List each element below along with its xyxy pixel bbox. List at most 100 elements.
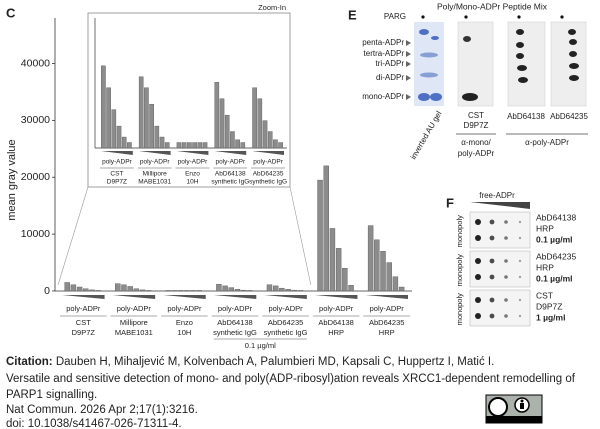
- group-label: Enzo: [185, 171, 200, 178]
- row-axis-label: mono: [455, 307, 464, 326]
- bar: [127, 286, 133, 292]
- blot-dot: [489, 274, 495, 280]
- treatment-label: poly-ADPr: [167, 304, 202, 313]
- bar: [121, 284, 127, 292]
- bar: [149, 103, 154, 149]
- parg-label: PARG: [384, 12, 406, 21]
- inset-title: Zoom-In: [258, 3, 286, 12]
- bar: [187, 142, 192, 149]
- bar: [273, 139, 278, 149]
- row-axis-label: poly: [455, 254, 464, 268]
- row-axis-label: poly: [455, 293, 464, 307]
- citation-label: Citation:: [6, 356, 53, 368]
- ladder-arrow: [406, 75, 411, 81]
- blot-dot: [518, 314, 522, 318]
- y-tick-label: 40000: [21, 57, 50, 69]
- bar: [342, 268, 348, 292]
- row-label: D9P7Z: [536, 301, 562, 311]
- blot-bands: [516, 29, 528, 83]
- bar: [139, 289, 146, 292]
- row-label: HRP: [536, 262, 554, 272]
- parg-dots: [421, 15, 564, 19]
- ladder-arrow: [406, 51, 411, 57]
- bar: [214, 82, 220, 149]
- blot-dot: [504, 259, 508, 263]
- blot-dot: [518, 236, 522, 240]
- dilution-wedge: [365, 295, 408, 299]
- group-label: 10H: [178, 328, 192, 337]
- bar: [392, 276, 399, 292]
- treatment-label: poly-ADPr: [102, 159, 132, 166]
- blot-dot: [518, 220, 522, 224]
- dilution-wedge: [163, 295, 206, 299]
- bar: [83, 288, 89, 292]
- bar: [240, 289, 247, 292]
- dilution-wedge: [314, 295, 358, 299]
- blot-lane: [457, 21, 494, 107]
- row-label: CST: [536, 290, 553, 300]
- bar: [262, 120, 268, 149]
- cc-badge: [485, 394, 543, 424]
- bar: [297, 290, 304, 292]
- bar: [101, 65, 106, 149]
- dilution-wedge: [176, 151, 209, 155]
- treatment-label: poly-ADPr: [215, 159, 245, 166]
- dilution-wedge: [470, 202, 530, 209]
- dilution-wedge: [252, 151, 284, 155]
- dilution-wedge: [264, 295, 307, 299]
- row-axis-label: poly: [455, 215, 464, 229]
- zoom-line: [57, 186, 89, 286]
- citation: Citation: Dauben H, Mihaljević M, Kolven…: [6, 356, 494, 368]
- blot-dot: [489, 297, 495, 303]
- bar: [116, 125, 122, 149]
- group-label: MABE1031: [115, 328, 153, 337]
- bar: [228, 287, 235, 292]
- blot-dot: [504, 275, 508, 279]
- blot-dot: [489, 219, 495, 225]
- lane-label: D9P7Z: [464, 121, 489, 130]
- group-label: MABE1031: [138, 179, 171, 186]
- bar: [252, 87, 257, 149]
- bar: [138, 76, 144, 149]
- bar: [224, 114, 230, 149]
- row-label: HRP: [536, 223, 554, 233]
- citation-authors: Dauben H, Mihaljević M, Kolvenbach A, Pa…: [56, 356, 494, 368]
- group-label: 10H: [187, 179, 199, 186]
- ladder-label: di-ADPr: [376, 73, 404, 82]
- group-label: AbD64138: [215, 171, 246, 178]
- bar: [159, 136, 165, 149]
- group-label: AbD64138: [318, 318, 353, 327]
- row-axis-label: mono: [455, 229, 464, 248]
- y-axis-label: mean gray value: [6, 139, 18, 220]
- dot-blot: [469, 250, 531, 288]
- treatment-label: poly-ADPr: [218, 304, 253, 313]
- bar: [146, 290, 152, 292]
- bar: [230, 131, 235, 149]
- group-label: synthetic IgG: [211, 179, 249, 186]
- bar: [335, 248, 342, 292]
- bar: [285, 289, 291, 292]
- row-label: 1 µg/ml: [536, 312, 565, 322]
- bar: [178, 290, 184, 292]
- bar: [64, 282, 70, 292]
- dilution-wedge: [138, 151, 171, 155]
- bar: [317, 179, 323, 292]
- blot-dot: [504, 314, 508, 318]
- group-label: AbD64235: [268, 318, 303, 327]
- ladder-arrow: [406, 61, 411, 67]
- blot-dot: [475, 297, 481, 303]
- treatment-label: poly-ADPr: [319, 304, 354, 313]
- row-label: AbD64138: [536, 212, 576, 222]
- panel-label: F: [446, 195, 454, 210]
- y-tick-label: 30000: [21, 114, 50, 126]
- bar: [76, 286, 83, 292]
- bar: [219, 98, 225, 149]
- treatment-label: poly-ADPr: [370, 304, 405, 313]
- row-label: 0.1 µg/ml: [536, 234, 573, 244]
- citation-title: PARP1 signalling.: [6, 389, 97, 401]
- bar: [279, 287, 285, 292]
- group-label: D9P7Z: [107, 179, 127, 186]
- treatment-label: poly-ADPr: [66, 304, 101, 313]
- group-label: synthetic IgG: [213, 328, 257, 337]
